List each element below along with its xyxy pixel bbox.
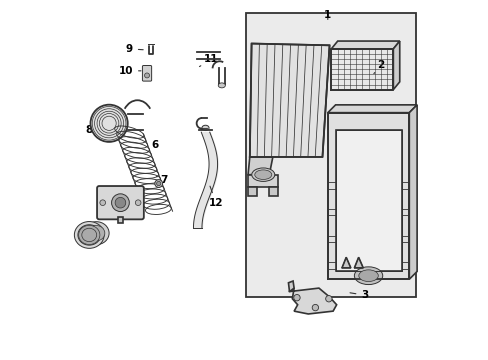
Text: 4: 4	[78, 231, 89, 245]
Polygon shape	[288, 281, 293, 292]
Polygon shape	[118, 217, 123, 223]
Circle shape	[115, 197, 125, 208]
Text: 11: 11	[199, 54, 218, 67]
Ellipse shape	[79, 225, 100, 244]
FancyBboxPatch shape	[97, 186, 143, 219]
Text: 2: 2	[373, 60, 384, 74]
Ellipse shape	[218, 83, 225, 88]
Text: 12: 12	[208, 186, 223, 208]
Polygon shape	[331, 41, 399, 49]
Ellipse shape	[74, 221, 104, 248]
Polygon shape	[392, 41, 399, 90]
Text: 5: 5	[106, 203, 119, 213]
Ellipse shape	[202, 125, 209, 131]
Polygon shape	[341, 257, 350, 268]
Ellipse shape	[254, 170, 271, 180]
Text: 6: 6	[148, 140, 159, 152]
Ellipse shape	[88, 225, 104, 241]
Ellipse shape	[81, 228, 97, 242]
Circle shape	[293, 294, 300, 301]
Polygon shape	[247, 187, 256, 196]
Text: 3: 3	[349, 290, 368, 300]
Text: 10: 10	[118, 66, 141, 76]
Circle shape	[325, 296, 331, 302]
Polygon shape	[269, 187, 278, 196]
FancyBboxPatch shape	[246, 13, 415, 297]
Circle shape	[100, 200, 105, 206]
Ellipse shape	[354, 267, 382, 284]
Polygon shape	[335, 130, 401, 271]
Ellipse shape	[90, 105, 127, 142]
Polygon shape	[247, 175, 278, 187]
Circle shape	[311, 305, 318, 311]
Ellipse shape	[78, 225, 101, 245]
Text: 8: 8	[85, 125, 97, 135]
Polygon shape	[327, 113, 408, 279]
Text: 9: 9	[125, 44, 143, 54]
Polygon shape	[408, 105, 416, 279]
Ellipse shape	[358, 270, 378, 282]
Polygon shape	[288, 288, 336, 314]
Ellipse shape	[83, 222, 109, 245]
Ellipse shape	[156, 181, 161, 186]
Polygon shape	[331, 49, 392, 90]
Text: 7: 7	[156, 175, 167, 185]
Circle shape	[144, 73, 149, 78]
Ellipse shape	[155, 180, 163, 188]
Polygon shape	[354, 257, 363, 268]
Polygon shape	[247, 157, 272, 175]
Text: 1: 1	[324, 10, 331, 20]
Circle shape	[111, 194, 129, 212]
Polygon shape	[327, 105, 416, 113]
Ellipse shape	[251, 168, 274, 181]
Circle shape	[135, 200, 141, 206]
Polygon shape	[249, 44, 329, 157]
FancyBboxPatch shape	[142, 66, 151, 81]
